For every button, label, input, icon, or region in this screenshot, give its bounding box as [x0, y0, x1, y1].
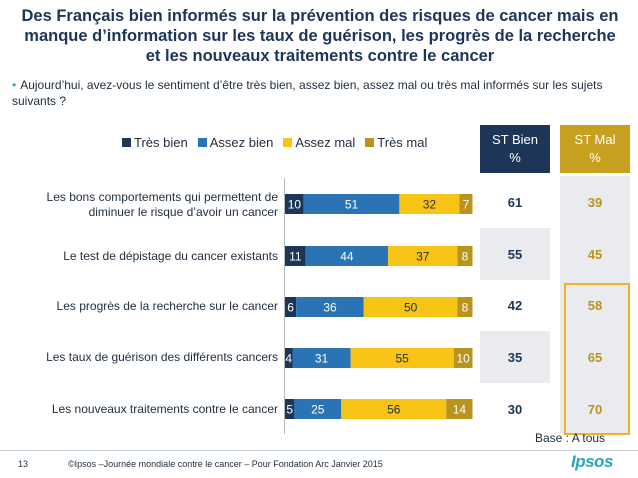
- survey-question-text: Aujourd’hui, avez-vous le sentiment d’êt…: [12, 78, 603, 108]
- st-bien-value: 42: [507, 298, 523, 313]
- st-mal-value: 70: [587, 402, 603, 417]
- st-bien-stripe: [480, 331, 550, 383]
- st-mal-stripe: [560, 176, 630, 228]
- st-mal-stripe: [560, 228, 630, 280]
- bar-value-label: 44: [340, 250, 354, 264]
- st-mal-value: 39: [587, 195, 603, 210]
- st-mal-header-label: ST Mal: [574, 132, 616, 147]
- page-number: 13: [18, 459, 29, 469]
- row-label: Les taux de guérison des différents canc…: [46, 350, 278, 364]
- legend-item-assez-mal: Assez mal: [283, 135, 355, 150]
- bar-segment-tres-bien: [285, 348, 293, 368]
- row-label: Les bons comportements qui permettent de…: [46, 190, 278, 219]
- bar-value-label: 11: [289, 250, 302, 264]
- bar-segment-assez-bien: [303, 194, 400, 214]
- bar-value-label: 6: [287, 301, 294, 315]
- bar-segment-assez-bien: [296, 297, 364, 317]
- legend-item-assez-bien: Assez bien: [197, 134, 274, 150]
- legend-swatch-assez-bien: [197, 137, 207, 147]
- st-mal-value: 65: [587, 350, 603, 365]
- st-bien-stripe: [480, 228, 550, 280]
- legend-swatch-tres-mal: [365, 137, 375, 147]
- bar-value-label: 5: [286, 403, 293, 417]
- chart-legend: Très bien Assez bien Assez mal Très mal: [122, 133, 427, 151]
- ipsos-logo: Ipsos: [571, 452, 613, 471]
- bar-value-label: 36: [323, 301, 337, 315]
- bar-value-label: 32: [423, 198, 437, 212]
- legend-label-tres-mal: Très mal: [377, 134, 428, 150]
- st-mal-stripe: [560, 280, 630, 434]
- bar-segment-assez-mal: [350, 348, 454, 368]
- base-note: Base : A tous: [535, 431, 606, 445]
- legend-swatch-assez-mal: [283, 137, 293, 147]
- bar-segment-tres-mal: [457, 297, 473, 317]
- bar-segment-assez-mal: [363, 297, 458, 317]
- bar-value-label: 8: [462, 250, 469, 264]
- bar-segment-tres-bien: [285, 194, 304, 214]
- footer-divider: [0, 450, 638, 451]
- bar-value-label: 50: [404, 301, 418, 315]
- st-bien-value: 61: [507, 195, 523, 210]
- st-bien-header-unit: %: [509, 150, 521, 165]
- bar-value-label: 37: [416, 250, 430, 264]
- bar-segment-tres-bien: [285, 246, 306, 266]
- bar-segment-tres-mal: [453, 348, 473, 368]
- st-mal-header: ST Mal %: [560, 125, 630, 173]
- bar-value-label: 7: [463, 198, 470, 212]
- legend-label-assez-mal: Assez mal: [295, 134, 356, 150]
- st-bien-header-label: ST Bien: [491, 132, 538, 147]
- bar-value-label: 10: [288, 198, 302, 212]
- bar-value-label: 4: [285, 352, 292, 366]
- bar-segment-assez-mal: [341, 399, 447, 419]
- st-mal-highlight-box: [564, 283, 630, 435]
- st-mal-value: 45: [587, 247, 603, 262]
- st-bien-value: 30: [507, 402, 523, 417]
- st-bien-header: ST Bien %: [480, 125, 550, 173]
- row-label: Le test de dépistage du cancer existants: [63, 249, 278, 263]
- legend-item-tres-mal: Très mal: [365, 135, 427, 150]
- bar-value-label: 31: [315, 352, 329, 366]
- bar-value-label: 56: [387, 403, 401, 417]
- row-label: Les nouveaux traitements contre le cance…: [51, 402, 278, 416]
- row-label: Les progrès de la recherche sur le cance…: [56, 299, 278, 313]
- st-mal-value: 58: [587, 298, 603, 313]
- legend-label-assez-bien: Assez bien: [209, 134, 274, 150]
- st-bien-value: 55: [507, 247, 523, 262]
- bar-segment-assez-bien: [294, 399, 342, 419]
- survey-question: • Aujourd’hui, avez-vous le sentiment d’ê…: [12, 77, 632, 109]
- st-mal-header-unit: %: [589, 150, 601, 165]
- bar-value-label: 10: [456, 352, 470, 366]
- footer-text: ©Ipsos –Journée mondiale contre le cance…: [68, 459, 383, 469]
- bar-segment-assez-bien: [305, 246, 389, 266]
- st-bien-value: 35: [507, 350, 523, 365]
- bar-segment-assez-bien: [292, 348, 351, 368]
- bar-segment-assez-mal: [399, 194, 460, 214]
- bar-value-label: 25: [311, 403, 325, 417]
- chart-axis-line: [284, 178, 285, 434]
- legend-label-tres-bien: Très bien: [134, 134, 188, 150]
- legend-item-tres-bien: Très bien: [122, 135, 188, 150]
- bar-value-label: 51: [345, 198, 359, 212]
- bar-segment-tres-bien: [285, 297, 297, 317]
- bar-segment-tres-mal: [457, 246, 473, 266]
- bar-segment-tres-mal: [459, 194, 473, 214]
- bar-value-label: 8: [462, 301, 469, 315]
- bar-segment-tres-bien: [285, 399, 295, 419]
- bar-value-label: 55: [396, 352, 410, 366]
- bar-segment-assez-mal: [388, 246, 458, 266]
- bullet-icon: •: [12, 78, 17, 92]
- legend-swatch-tres-bien: [122, 137, 131, 147]
- page-title: Des Français bien informés sur la préven…: [21, 7, 619, 65]
- bar-value-label: 14: [453, 403, 467, 417]
- bar-segment-tres-mal: [446, 399, 473, 419]
